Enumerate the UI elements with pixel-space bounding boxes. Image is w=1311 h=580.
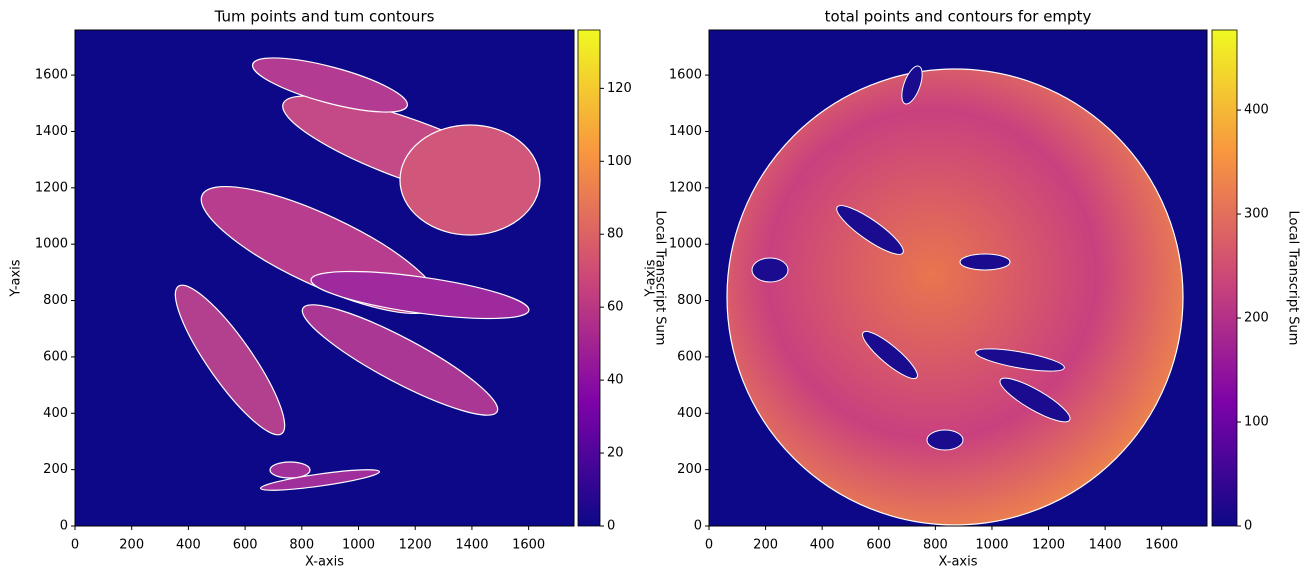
x-axis-label: X-axis (305, 555, 344, 570)
x-tick-label: 200 (119, 538, 144, 553)
y-tick-label: 1400 (669, 124, 702, 139)
colorbar-tick-label: 40 (607, 373, 624, 388)
y-tick-label: 1600 (669, 68, 702, 83)
colorbar-tick-label: 300 (1244, 207, 1269, 222)
y-axis-label: Y-axis (9, 259, 24, 297)
y-tick-label: 1000 (669, 237, 702, 252)
colorbar-tick-label: 100 (1244, 415, 1269, 430)
x-tick-label: 1600 (1145, 538, 1178, 553)
colorbar-tick-label: 0 (607, 519, 615, 534)
x-tick-label: 400 (176, 538, 201, 553)
axes-frame (708, 29, 1208, 527)
x-axis-label: X-axis (939, 555, 978, 570)
y-tick-label: 200 (43, 462, 68, 477)
y-tick-label: 0 (60, 519, 68, 534)
colorbar (1211, 29, 1238, 527)
colorbar-label: Local Transcript Sum (653, 211, 668, 346)
colorbar-tick-label: 60 (607, 300, 624, 315)
axes-frame (74, 29, 575, 527)
y-tick-label: 600 (677, 349, 702, 364)
heatmap-image (75, 30, 574, 526)
heatmap-image (709, 30, 1207, 526)
x-tick-label: 800 (923, 538, 948, 553)
x-tick-label: 1400 (455, 538, 488, 553)
colorbar-tick-label: 200 (1244, 311, 1269, 326)
x-tick-label: 400 (810, 538, 835, 553)
colorbar-tick-label: 400 (1244, 103, 1269, 118)
chart-title: Tum points and tum contours (214, 8, 435, 26)
y-tick-label: 1600 (35, 68, 68, 83)
x-tick-label: 600 (866, 538, 891, 553)
x-tick-label: 200 (753, 538, 778, 553)
x-tick-label: 1600 (512, 538, 545, 553)
y-tick-label: 600 (43, 349, 68, 364)
y-tick-label: 1200 (669, 180, 702, 195)
y-tick-label: 1000 (35, 237, 68, 252)
y-tick-label: 400 (43, 406, 68, 421)
y-tick-label: 0 (694, 519, 702, 534)
x-tick-label: 1400 (1089, 538, 1122, 553)
y-tick-label: 1200 (35, 180, 68, 195)
y-tick-label: 800 (677, 293, 702, 308)
x-tick-label: 1000 (342, 538, 375, 553)
y-tick-label: 800 (43, 293, 68, 308)
colorbar (577, 29, 601, 527)
y-tick-label: 1400 (35, 124, 68, 139)
x-tick-label: 0 (71, 538, 79, 553)
colorbar-label: Local Transcript Sum (1286, 211, 1301, 346)
colorbar-tick-label: 120 (607, 81, 632, 96)
colorbar-tick-label: 80 (607, 227, 624, 242)
x-tick-label: 1200 (399, 538, 432, 553)
chart-title: total points and contours for empty (825, 8, 1092, 26)
x-tick-label: 1000 (975, 538, 1008, 553)
colorbar-tick-label: 0 (1244, 519, 1252, 534)
y-tick-label: 400 (677, 406, 702, 421)
x-tick-label: 1200 (1032, 538, 1065, 553)
colorbar-tick-label: 20 (607, 446, 624, 461)
y-axis-label: Y-axis (644, 259, 659, 297)
colorbar-tick-label: 100 (607, 154, 632, 169)
x-tick-label: 0 (705, 538, 713, 553)
x-tick-label: 800 (289, 538, 314, 553)
y-tick-label: 200 (677, 462, 702, 477)
x-tick-label: 600 (233, 538, 258, 553)
